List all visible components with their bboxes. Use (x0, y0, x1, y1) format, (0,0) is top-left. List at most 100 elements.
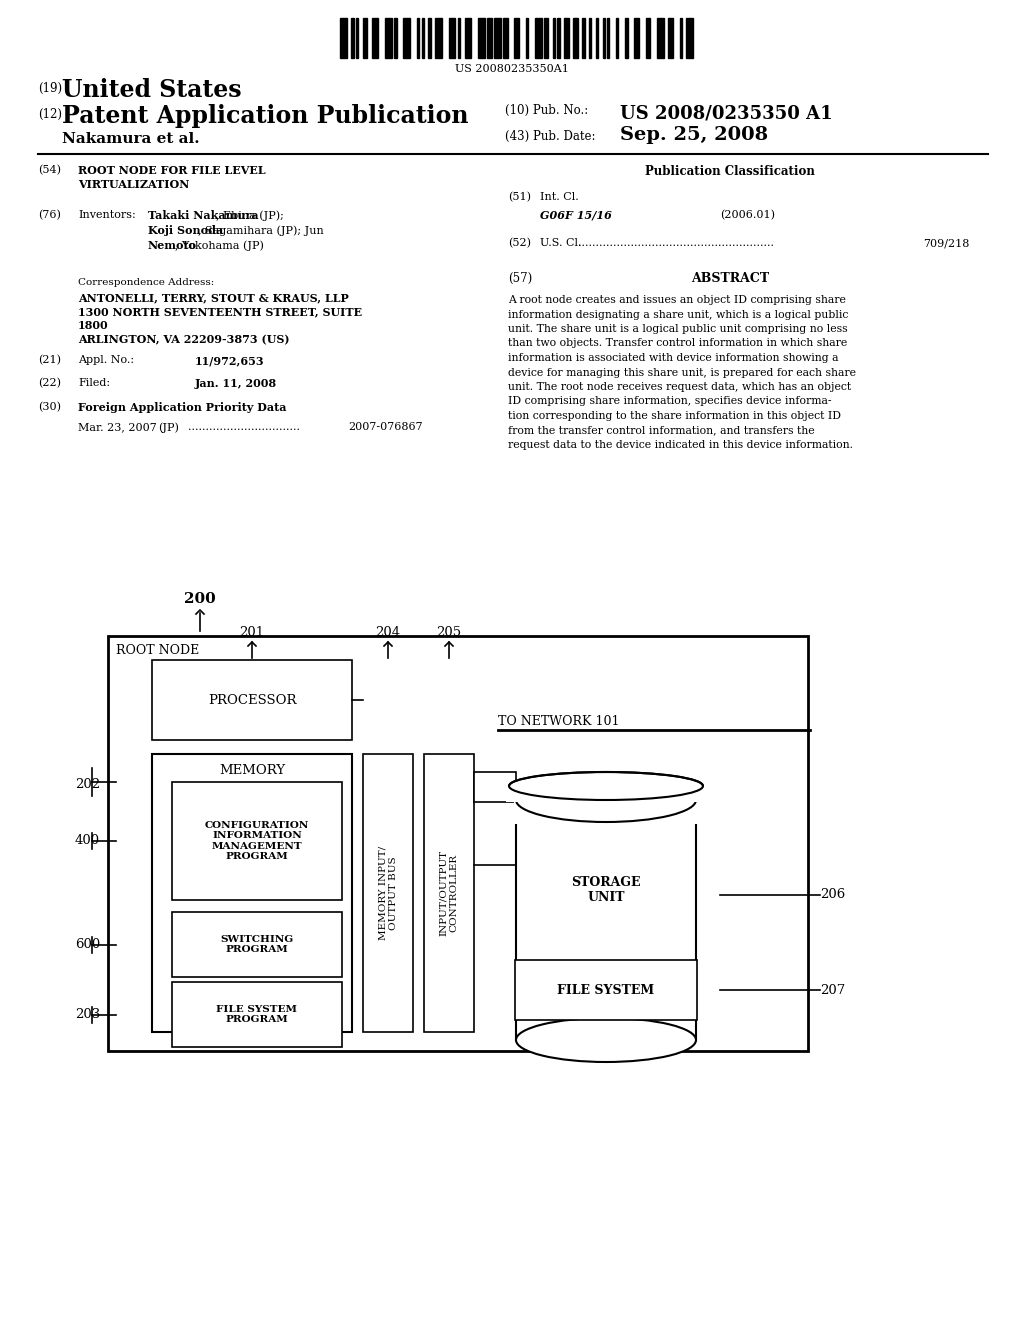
Bar (514, 18, 519, 58)
Bar (607, 18, 609, 58)
Text: (21): (21) (38, 355, 61, 366)
Text: Filed:: Filed: (78, 378, 111, 388)
Text: , Sagamihara (JP); Jun: , Sagamihara (JP); Jun (198, 224, 324, 235)
Bar (616, 18, 618, 58)
Bar (172, 982, 342, 1047)
Text: , Yokohama (JP): , Yokohama (JP) (175, 240, 264, 251)
Text: MEMORY INPUT/
OUTPUT BUS: MEMORY INPUT/ OUTPUT BUS (378, 846, 397, 940)
Text: ANTONELLI, TERRY, STOUT & KRAUS, LLP: ANTONELLI, TERRY, STOUT & KRAUS, LLP (78, 292, 349, 304)
Text: request data to the device indicated in this device information.: request data to the device indicated in … (508, 440, 853, 450)
Text: Correspondence Address:: Correspondence Address: (78, 279, 214, 286)
Text: Jan. 11, 2008: Jan. 11, 2008 (195, 378, 278, 389)
Bar (152, 660, 352, 741)
Text: unit. The root node receives request data, which has an object: unit. The root node receives request dat… (508, 381, 851, 392)
Text: 1800: 1800 (78, 319, 109, 331)
Text: PROCESSOR: PROCESSOR (208, 693, 296, 706)
Text: ROOT NODE: ROOT NODE (116, 644, 200, 657)
Text: from the transfer control information, and transfers the: from the transfer control information, a… (508, 425, 815, 436)
Text: ABSTRACT: ABSTRACT (691, 272, 769, 285)
Bar (686, 18, 693, 58)
Text: (22): (22) (38, 378, 61, 388)
Text: Koji Sonoda: Koji Sonoda (148, 224, 223, 236)
Text: Appl. No.:: Appl. No.: (78, 355, 134, 366)
Text: Foreign Application Priority Data: Foreign Application Priority Data (78, 403, 287, 413)
Text: Mar. 23, 2007: Mar. 23, 2007 (78, 422, 157, 432)
Bar (403, 18, 411, 58)
Ellipse shape (516, 777, 696, 822)
Text: (57): (57) (508, 272, 532, 285)
Text: 203: 203 (75, 1008, 100, 1020)
Text: (51): (51) (508, 191, 531, 202)
Bar (172, 912, 342, 977)
Text: 709/218: 709/218 (924, 238, 970, 248)
Bar (108, 636, 808, 1051)
Text: TO NETWORK 101: TO NETWORK 101 (498, 715, 620, 729)
Text: (10) Pub. No.:: (10) Pub. No.: (505, 104, 588, 117)
Text: US 20080235350A1: US 20080235350A1 (455, 63, 569, 74)
Ellipse shape (516, 1018, 696, 1063)
Text: United States: United States (62, 78, 242, 102)
Text: ROOT NODE FOR FILE LEVEL: ROOT NODE FOR FILE LEVEL (78, 165, 265, 176)
Bar (583, 18, 585, 58)
Bar (435, 18, 442, 58)
Text: 600: 600 (75, 939, 100, 950)
Text: 201: 201 (240, 626, 264, 639)
Bar (544, 18, 548, 58)
Bar (424, 754, 474, 1032)
Text: (76): (76) (38, 210, 60, 220)
Text: A root node creates and issues an object ID comprising share: A root node creates and issues an object… (508, 294, 846, 305)
Bar (422, 18, 424, 58)
Text: (52): (52) (508, 238, 531, 248)
Text: than two objects. Transfer control information in which share: than two objects. Transfer control infor… (508, 338, 847, 348)
Text: VIRTUALIZATION: VIRTUALIZATION (78, 180, 189, 190)
Text: (30): (30) (38, 403, 61, 412)
Text: (JP): (JP) (158, 422, 179, 433)
Bar (362, 754, 413, 1032)
Text: ........................................................: ........................................… (578, 238, 774, 248)
Text: 206: 206 (820, 888, 845, 902)
Text: (54): (54) (38, 165, 61, 176)
Text: ................................: ................................ (188, 422, 300, 432)
Text: 204: 204 (376, 626, 400, 639)
Text: unit. The share unit is a logical public unit comprising no less: unit. The share unit is a logical public… (508, 323, 848, 334)
Bar (340, 18, 347, 58)
Text: Nemoto: Nemoto (148, 240, 198, 251)
Text: FILE SYSTEM: FILE SYSTEM (557, 983, 654, 997)
Text: (43) Pub. Date:: (43) Pub. Date: (505, 129, 596, 143)
Bar (573, 18, 578, 58)
Text: ID comprising share information, specifies device informa-: ID comprising share information, specifi… (508, 396, 831, 407)
Text: device for managing this share unit, is prepared for each share: device for managing this share unit, is … (508, 367, 856, 378)
Text: 202: 202 (75, 777, 100, 791)
Text: Takaki Nakamura: Takaki Nakamura (148, 210, 259, 220)
Text: MEMORY: MEMORY (219, 764, 285, 777)
Text: 207: 207 (820, 983, 845, 997)
Bar (465, 18, 471, 58)
Text: Inventors:: Inventors: (78, 210, 136, 220)
Bar (516, 800, 696, 1040)
Bar (506, 785, 706, 803)
Bar (646, 18, 650, 58)
Bar (626, 18, 628, 58)
Text: Sep. 25, 2008: Sep. 25, 2008 (620, 125, 768, 144)
Text: Nakamura et al.: Nakamura et al. (62, 132, 200, 147)
Bar (535, 18, 542, 58)
Text: SWITCHING
PROGRAM: SWITCHING PROGRAM (220, 935, 294, 954)
Bar (449, 18, 456, 58)
Bar (680, 18, 682, 58)
Bar (525, 18, 528, 58)
Text: ARLINGTON, VA 22209-3873 (US): ARLINGTON, VA 22209-3873 (US) (78, 334, 290, 345)
Bar (428, 18, 430, 58)
Text: 2007-076867: 2007-076867 (348, 422, 423, 432)
Bar (553, 18, 555, 58)
Bar (351, 18, 353, 58)
Bar (362, 18, 368, 58)
Text: 200: 200 (184, 591, 216, 606)
Bar (478, 18, 485, 58)
Text: U.S. Cl.: U.S. Cl. (540, 238, 582, 248)
Text: , Ebina (JP);: , Ebina (JP); (215, 210, 284, 220)
Text: information designating a share unit, which is a logical public: information designating a share unit, wh… (508, 309, 848, 319)
Text: Publication Classification: Publication Classification (645, 165, 815, 178)
Text: G06F 15/16: G06F 15/16 (540, 210, 612, 220)
Bar (458, 18, 460, 58)
Text: tion corresponding to the share information in this object ID: tion corresponding to the share informat… (508, 411, 841, 421)
